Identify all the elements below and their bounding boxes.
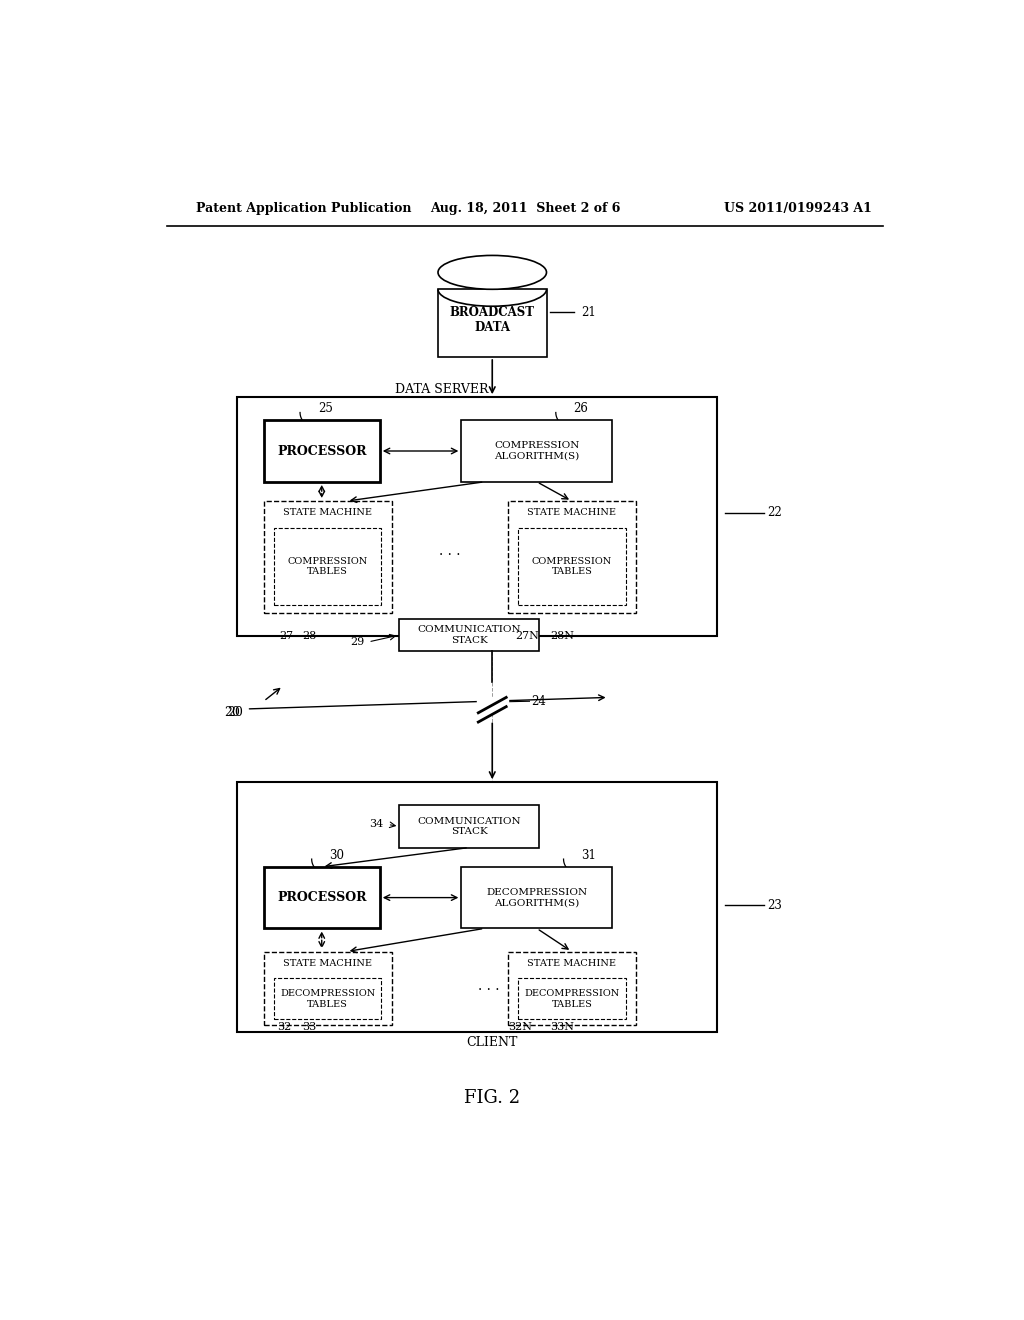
Text: CLIENT: CLIENT: [467, 1036, 518, 1049]
Text: . . .: . . .: [439, 544, 461, 558]
Text: DATA SERVER: DATA SERVER: [395, 383, 488, 396]
Text: PROCESSOR: PROCESSOR: [278, 891, 367, 904]
Text: 32N: 32N: [508, 1022, 531, 1032]
Text: COMPRESSION
TABLES: COMPRESSION TABLES: [288, 557, 368, 577]
Text: 32: 32: [276, 1022, 291, 1032]
Text: 23: 23: [767, 899, 782, 912]
Text: COMPRESSION
ALGORITHM(S): COMPRESSION ALGORITHM(S): [495, 441, 580, 461]
Text: STATE MACHINE: STATE MACHINE: [283, 958, 372, 968]
Bar: [508, 952, 636, 1024]
Text: COMMUNICATION
STACK: COMMUNICATION STACK: [417, 626, 521, 644]
Bar: [438, 289, 547, 358]
Text: PROCESSOR: PROCESSOR: [278, 445, 367, 458]
Bar: [237, 397, 717, 636]
Text: Aug. 18, 2011  Sheet 2 of 6: Aug. 18, 2011 Sheet 2 of 6: [430, 202, 620, 215]
Text: STATE MACHINE: STATE MACHINE: [283, 508, 372, 517]
Text: DECOMPRESSION
TABLES: DECOMPRESSION TABLES: [524, 989, 620, 1008]
Text: 34: 34: [370, 820, 384, 829]
Bar: [461, 420, 612, 482]
Text: 21: 21: [582, 306, 596, 319]
Text: 27N: 27N: [515, 631, 540, 640]
Text: STATE MACHINE: STATE MACHINE: [527, 958, 616, 968]
Text: 30: 30: [330, 849, 344, 862]
Text: Patent Application Publication: Patent Application Publication: [197, 202, 412, 215]
Text: BROADCAST
DATA: BROADCAST DATA: [450, 306, 535, 334]
Ellipse shape: [438, 256, 547, 289]
Bar: [263, 952, 391, 1024]
Text: COMMUNICATION
STACK: COMMUNICATION STACK: [417, 817, 521, 836]
Text: 25: 25: [317, 403, 333, 416]
Text: 33N: 33N: [550, 1022, 574, 1032]
Text: 33: 33: [302, 1022, 316, 1032]
Text: 29: 29: [350, 638, 365, 647]
Text: . . .: . . .: [477, 979, 499, 993]
Bar: [263, 867, 380, 928]
Text: COMPRESSION
TABLES: COMPRESSION TABLES: [531, 557, 612, 577]
Bar: [508, 502, 636, 612]
Text: 28N: 28N: [550, 631, 574, 640]
Bar: [273, 978, 381, 1019]
Bar: [518, 528, 627, 605]
Text: 27: 27: [280, 631, 293, 640]
Text: 26: 26: [573, 403, 589, 416]
Bar: [399, 805, 539, 847]
Bar: [263, 502, 391, 612]
Bar: [399, 619, 539, 651]
Text: 20: 20: [224, 706, 241, 719]
Text: 20: 20: [227, 706, 243, 719]
Text: 24: 24: [531, 694, 546, 708]
Bar: [518, 978, 627, 1019]
Bar: [263, 420, 380, 482]
Text: STATE MACHINE: STATE MACHINE: [527, 508, 616, 517]
Text: FIG. 2: FIG. 2: [464, 1089, 520, 1106]
Text: 28: 28: [302, 631, 316, 640]
Text: 31: 31: [582, 849, 596, 862]
Text: DECOMPRESSION
TABLES: DECOMPRESSION TABLES: [280, 989, 375, 1008]
Text: 22: 22: [767, 506, 782, 519]
Text: US 2011/0199243 A1: US 2011/0199243 A1: [724, 202, 872, 215]
Text: DECOMPRESSION
ALGORITHM(S): DECOMPRESSION ALGORITHM(S): [486, 888, 588, 907]
Bar: [273, 528, 381, 605]
Bar: [461, 867, 612, 928]
Bar: [237, 781, 717, 1032]
